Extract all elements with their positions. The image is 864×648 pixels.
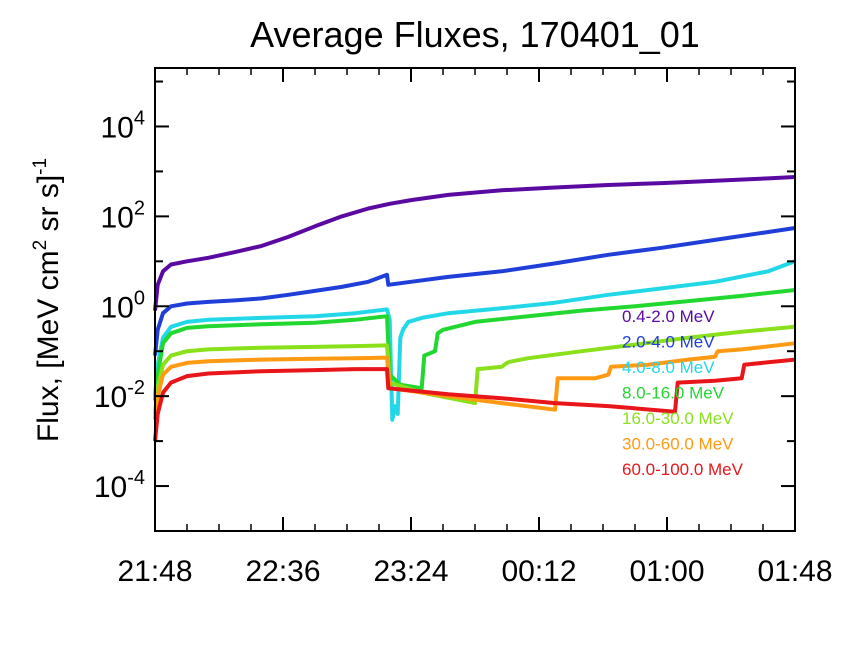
legend-entry-6: 60.0-100.0 MeV — [622, 460, 744, 479]
x-tick-label: 00:12 — [501, 555, 576, 588]
legend-entry-3: 8.0-16.0 MeV — [622, 384, 725, 403]
x-tick-label: 22:36 — [245, 555, 320, 588]
x-tick-label: 01:48 — [757, 555, 832, 588]
series-line-2 — [153, 259, 796, 422]
y-axis-label: Flux, [MeV cm2 sr s]-1 — [30, 158, 65, 442]
legend-entry-1: 2.0-4.0 MeV — [622, 333, 715, 352]
legend-entry-0: 0.4-2.0 MeV — [622, 307, 715, 326]
axes-layer: 21:48 22:36 23:24 00:12 01:00 01:48 10-4 10-2 10… — [94, 67, 833, 588]
y-tick-label: 100 — [101, 287, 146, 324]
legend-entry-5: 30.0-60.0 MeV — [622, 435, 734, 454]
series-line-1 — [153, 226, 796, 356]
y-tick-label: 104 — [101, 107, 146, 144]
y-tick-label: 10-2 — [94, 377, 145, 414]
y-tick-label: 102 — [101, 197, 146, 234]
series-line-0 — [153, 175, 796, 311]
series-line-3 — [153, 288, 796, 401]
series-layer — [153, 175, 796, 442]
x-tick-label: 21:48 — [117, 555, 192, 588]
series-line-6 — [153, 357, 796, 442]
series-line-5 — [153, 341, 796, 420]
x-tick-label: 01:00 — [629, 555, 704, 588]
y-tick-label: 10-4 — [94, 467, 145, 504]
chart-title: Average Fluxes, 170401_01 — [250, 14, 700, 55]
legend-entry-2: 4.0-8.0 MeV — [622, 358, 715, 377]
x-tick-label: 23:24 — [373, 555, 448, 588]
legend-entry-4: 16.0-30.0 MeV — [622, 409, 734, 428]
legend: 0.4-2.0 MeV 2.0-4.0 MeV 4.0-8.0 MeV 8.0-16.… — [622, 307, 744, 479]
